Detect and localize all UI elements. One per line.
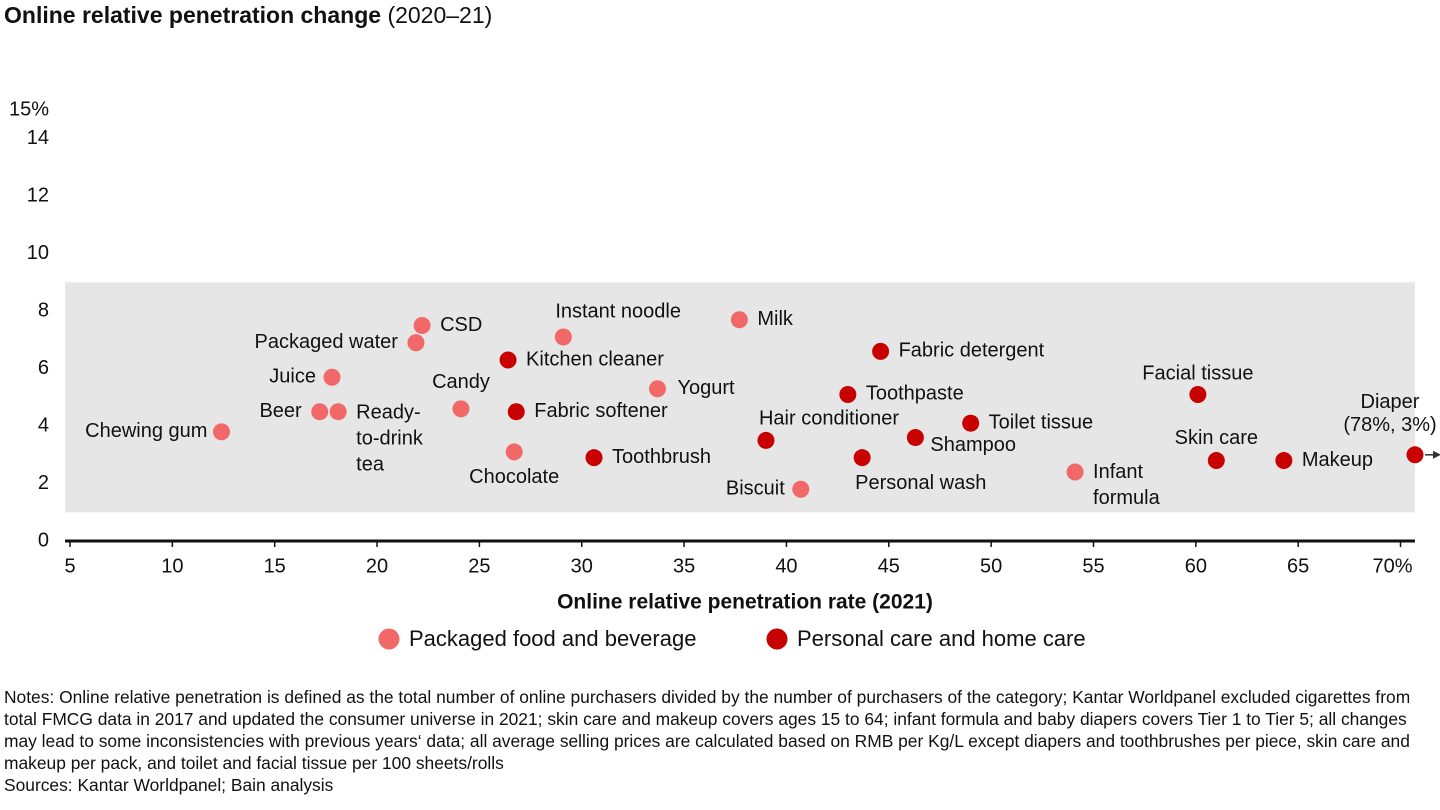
x-tick-label: 50 [980, 555, 1002, 577]
point [212, 423, 230, 441]
label-line: formula [1093, 487, 1161, 509]
y-tick-label: 14 [27, 127, 49, 149]
point [407, 334, 425, 352]
notes: Notes: Online relative penetration is de… [4, 686, 1436, 796]
point [585, 449, 603, 467]
point-label: Candy [432, 371, 490, 393]
y-tick-label: 4 [38, 414, 49, 436]
point [1189, 385, 1207, 403]
y-tick-label: 6 [38, 357, 49, 379]
point [757, 431, 775, 449]
point-label: Makeup [1302, 449, 1373, 471]
point [413, 317, 431, 334]
point-label: Hair conditioner [759, 408, 899, 430]
point-label: Yogurt [677, 377, 735, 399]
x-tick-label: 25 [468, 555, 490, 577]
x-axis-label: Online relative penetration rate (2021) [557, 591, 933, 614]
x-tick-label: 60 [1185, 555, 1207, 577]
point-label: Milk [757, 308, 794, 330]
point [323, 368, 341, 386]
x-tick-label: 70% [1373, 555, 1413, 577]
point-label: Diaper (78%, 3%) [1343, 391, 1436, 436]
x-tick-label: 55 [1082, 555, 1104, 577]
label-line: Infant [1093, 461, 1143, 483]
point [505, 443, 523, 461]
point [554, 328, 572, 346]
y-tick-label: 2 [38, 472, 49, 494]
label-line: Diaper [1361, 391, 1420, 413]
legend-marker [378, 628, 400, 650]
point [853, 449, 871, 467]
chart-title: Online relative penetration change (2020… [4, 2, 492, 28]
point [1066, 463, 1084, 481]
point-label: Shampoo [930, 434, 1016, 456]
point-label: Toilet tissue [989, 411, 1094, 433]
point-label: Fabric softener [534, 400, 668, 422]
point-label: Chewing gum [85, 420, 207, 442]
point [499, 351, 517, 369]
x-tick-label: 45 [878, 555, 900, 577]
point-label: Kitchen cleaner [526, 348, 664, 370]
point [311, 403, 329, 421]
point-label: CSD [440, 314, 482, 336]
legend-marker [766, 628, 788, 650]
point [906, 429, 924, 447]
point-label: Skin care [1175, 427, 1258, 449]
legend-label: Packaged food and beverage [409, 626, 696, 651]
point-label: Ready-to-drink tea [356, 402, 424, 476]
y-tick-label: 8 [38, 299, 49, 321]
title: Online relative penetration change [4, 2, 381, 28]
point-label: Personal wash [855, 472, 986, 494]
x-tick-label: 20 [366, 555, 388, 577]
title-period: (2020–21) [387, 2, 492, 28]
point-label: Facial tissue [1142, 363, 1253, 385]
point [329, 403, 347, 421]
x-tick-label: 10 [161, 555, 183, 577]
point-label: Toothbrush [612, 446, 711, 468]
point [1275, 452, 1293, 470]
x-tick-label: 15 [264, 555, 286, 577]
y-tick-label: 15% [9, 98, 49, 120]
off-scale-arrowhead [1433, 450, 1440, 459]
point-label: Beer [259, 400, 302, 422]
y-tick-label: 10 [27, 242, 49, 264]
point-label: Fabric detergent [899, 340, 1045, 362]
chart: Online relative penetration change (2020… [4, 2, 1440, 651]
sources: Sources: Kantar Worldpanel; Bain analysi… [4, 775, 334, 795]
label-line: tea [356, 454, 385, 476]
point [1406, 446, 1424, 464]
x-tick-label: 35 [673, 555, 695, 577]
x-tick-label: 5 [64, 555, 75, 577]
x-tick-label: 30 [571, 555, 593, 577]
point-label: Packaged water [255, 331, 399, 353]
point [730, 311, 748, 329]
point-label: Infant formula [1093, 461, 1161, 509]
notes-text: Notes: Online relative penetration is de… [4, 687, 1411, 773]
point-label: Juice [269, 366, 316, 388]
legend-label: Personal care and home care [797, 626, 1086, 651]
point-label: Chocolate [469, 466, 559, 488]
label-line: Ready- [356, 402, 420, 424]
point [792, 480, 810, 498]
label-line: to-drink [356, 428, 424, 450]
point [872, 342, 890, 360]
point [648, 380, 666, 398]
point [839, 385, 857, 403]
point [962, 414, 980, 432]
point [452, 400, 470, 418]
point-label: Instant noodle [555, 300, 681, 322]
label-line: (78%, 3%) [1343, 414, 1436, 436]
y-tick-label: 0 [38, 529, 49, 551]
x-tick-label: 40 [775, 555, 797, 577]
y-tick-label: 12 [27, 184, 49, 206]
point-label: Biscuit [726, 478, 785, 500]
point-label: Toothpaste [866, 383, 964, 405]
point [1207, 452, 1225, 470]
x-tick-label: 65 [1287, 555, 1309, 577]
point [507, 403, 525, 421]
